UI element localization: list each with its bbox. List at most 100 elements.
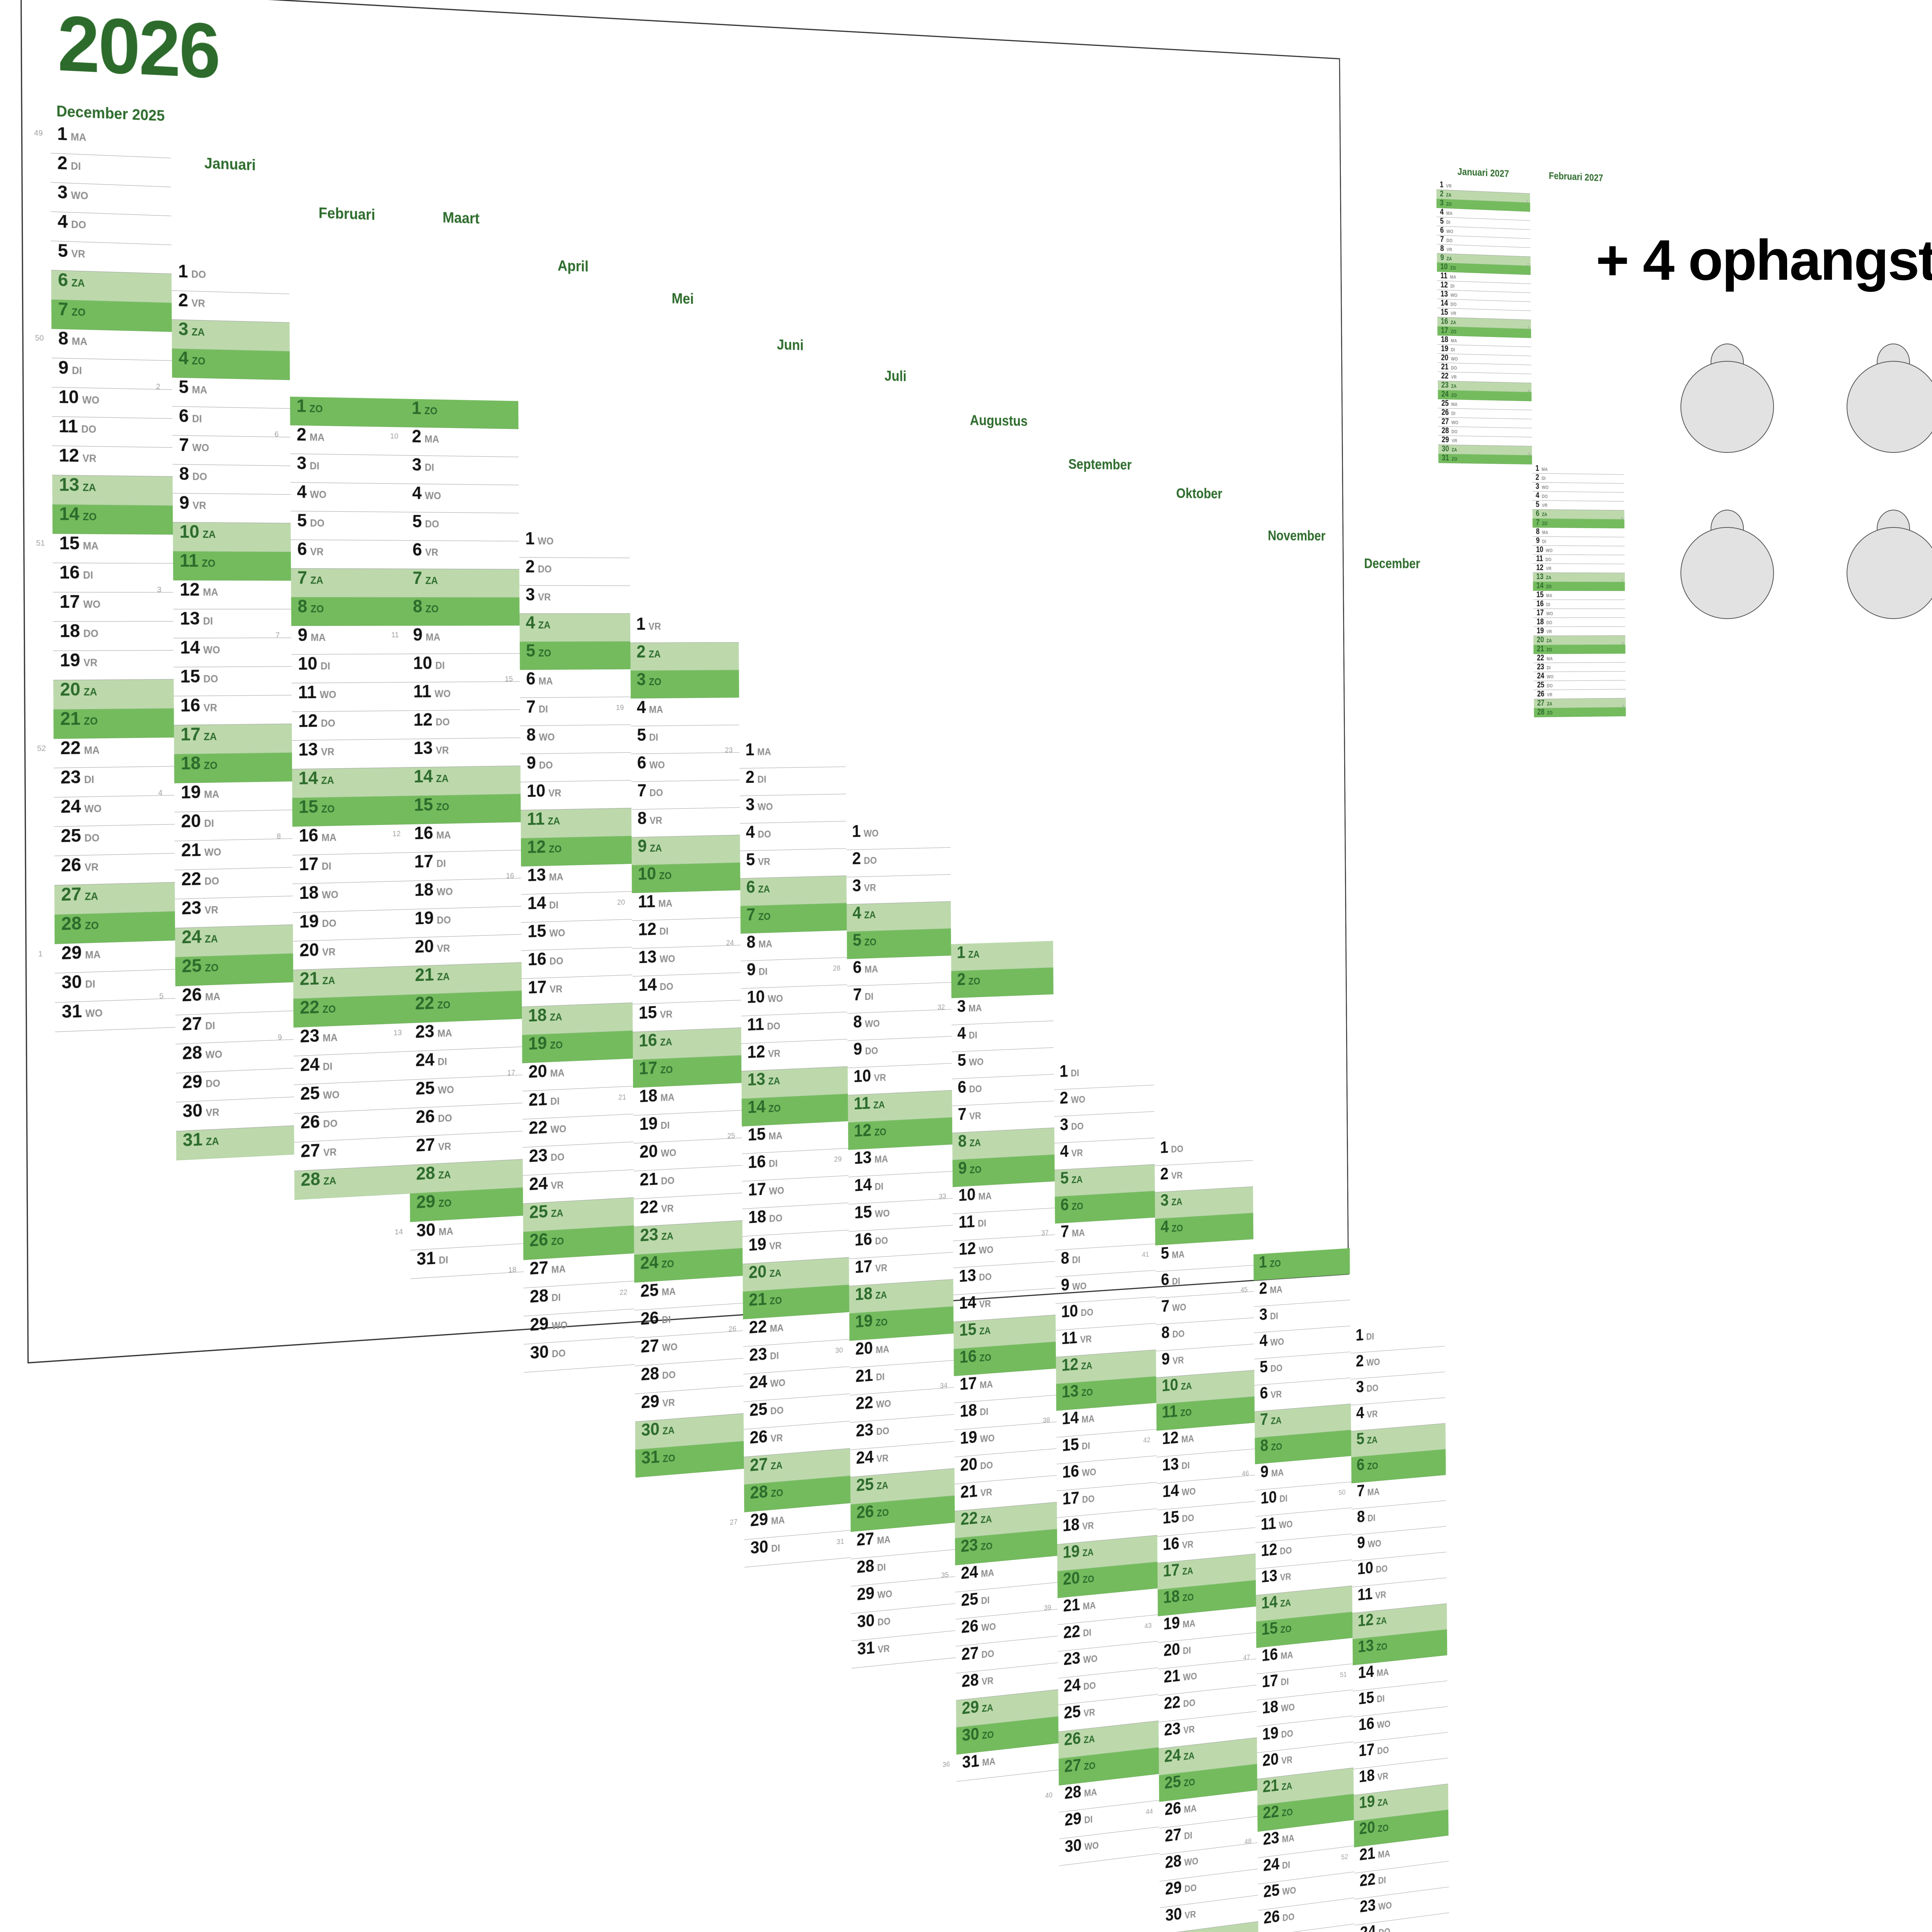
- day-row[interactable]: 3 12 MA: [157, 579, 291, 609]
- day-row[interactable]: 4 DO: [51, 211, 172, 245]
- day-row[interactable]: 14 DI: [521, 891, 632, 923]
- day-row[interactable]: 8 WO: [847, 1009, 952, 1041]
- day-row[interactable]: 9 28 ZO: [1534, 704, 1626, 718]
- day-row[interactable]: 52 22 MA: [37, 737, 174, 769]
- day-row[interactable]: 17 WO: [53, 591, 173, 622]
- day-row[interactable]: 10 DI: [291, 653, 407, 684]
- day-row[interactable]: 50 8 MA: [35, 328, 172, 361]
- day-row[interactable]: 26 VR: [1534, 689, 1626, 699]
- day-row[interactable]: 2 DO: [846, 847, 951, 878]
- day-row[interactable]: 28 ZO: [54, 911, 175, 944]
- day-row[interactable]: 11 ZA: [848, 1090, 952, 1123]
- day-row[interactable]: 15 WO: [521, 919, 633, 951]
- day-row[interactable]: 5 DO: [406, 511, 519, 541]
- day-row[interactable]: 1 WO: [519, 529, 630, 558]
- day-row[interactable]: 25 WO: [294, 1080, 410, 1114]
- day-row[interactable]: 25 ZO: [175, 953, 293, 986]
- day-row[interactable]: 30 DO: [524, 1337, 635, 1373]
- day-row[interactable]: 1 DO: [171, 261, 290, 294]
- day-row[interactable]: 10 WO: [741, 985, 847, 1017]
- day-row[interactable]: 19 DO: [293, 909, 409, 942]
- day-row[interactable]: 9 DI: [51, 357, 172, 390]
- day-row[interactable]: 9 VR: [172, 492, 291, 524]
- day-row[interactable]: 21 ZO: [53, 708, 174, 739]
- day-row[interactable]: 15 ZO: [407, 794, 521, 825]
- day-row[interactable]: 3 DI: [290, 453, 406, 484]
- day-row[interactable]: 17 ZO: [633, 1055, 742, 1088]
- day-row[interactable]: 27 ZA: [1534, 698, 1626, 708]
- day-row[interactable]: 27 DI: [175, 1011, 294, 1044]
- day-row[interactable]: 4 DO: [740, 821, 847, 851]
- day-row[interactable]: 1 ZA: [951, 940, 1053, 971]
- day-row[interactable]: 23 VR: [175, 896, 293, 929]
- day-row[interactable]: 7 9 MA: [276, 625, 407, 655]
- day-row[interactable]: 8 ZO: [406, 596, 520, 626]
- day-row[interactable]: 7 WO: [172, 434, 291, 466]
- day-row[interactable]: 6 DO: [952, 1074, 1054, 1106]
- day-row[interactable]: 11 WO: [291, 682, 407, 712]
- day-row[interactable]: 3 WO: [51, 182, 172, 216]
- day-row[interactable]: 24 DI: [409, 1047, 522, 1080]
- day-row[interactable]: 49 1 MA: [34, 123, 171, 158]
- day-row[interactable]: 19 VR: [53, 650, 174, 680]
- day-row[interactable]: 10 ZA: [173, 521, 291, 552]
- day-row[interactable]: 5 ZO: [847, 929, 951, 959]
- day-row[interactable]: 1 DI: [1054, 1058, 1154, 1090]
- day-row[interactable]: 10 VR: [520, 780, 631, 811]
- day-row[interactable]: 10 ZO: [631, 862, 740, 893]
- day-row[interactable]: 2 DI: [739, 767, 846, 796]
- day-row[interactable]: 6 ZA: [740, 876, 847, 906]
- day-row[interactable]: 18 ZA: [522, 1003, 633, 1035]
- day-row[interactable]: 6 VR: [291, 539, 406, 569]
- day-row[interactable]: 7 DI: [847, 982, 952, 1014]
- day-row[interactable]: 5 DO: [291, 510, 406, 541]
- day-row[interactable]: 6 ZA: [51, 269, 172, 303]
- day-row[interactable]: 30 VR: [176, 1097, 294, 1131]
- day-row[interactable]: 1 ZO: [405, 398, 519, 429]
- day-row[interactable]: 19 4 MA: [616, 697, 740, 726]
- day-row[interactable]: 19 ZO: [522, 1031, 633, 1063]
- day-row[interactable]: 27 ZA: [54, 882, 175, 915]
- day-row[interactable]: 1 VR: [630, 614, 739, 643]
- day-row[interactable]: 15 ZO: [292, 796, 408, 827]
- day-row[interactable]: 4 ZO: [172, 348, 290, 380]
- day-row[interactable]: 18 DO: [53, 621, 174, 651]
- day-row[interactable]: 6 2 MA: [274, 424, 406, 456]
- day-row[interactable]: 20 VR: [408, 934, 522, 966]
- day-row[interactable]: 5 VR: [740, 849, 847, 879]
- day-row[interactable]: 8 ZO: [291, 596, 407, 626]
- day-row[interactable]: 13 ZA: [741, 1066, 848, 1099]
- day-row[interactable]: 24 ZA: [175, 925, 293, 957]
- day-row[interactable]: 17 VR: [522, 975, 633, 1007]
- day-row[interactable]: 15 6 MA: [505, 669, 631, 698]
- day-row[interactable]: 16 VR: [173, 695, 292, 725]
- day-row[interactable]: 51 15 MA: [36, 533, 173, 564]
- day-row[interactable]: 7 ZO: [51, 299, 172, 332]
- day-row[interactable]: 11 ZO: [173, 550, 291, 581]
- day-row[interactable]: 30 DI: [54, 969, 175, 1003]
- day-row[interactable]: 3 VR: [846, 874, 951, 905]
- day-row[interactable]: 13 VR: [407, 738, 520, 768]
- day-row[interactable]: 31 WO: [55, 998, 176, 1032]
- day-row[interactable]: 4 19 MA: [158, 781, 293, 813]
- day-row[interactable]: 3 ZA: [172, 319, 290, 352]
- day-row[interactable]: 25 DO: [1534, 680, 1626, 690]
- day-row[interactable]: 23 DI: [54, 766, 175, 798]
- day-row[interactable]: 14 ZO: [52, 503, 173, 535]
- day-row[interactable]: 23 1 MA: [725, 740, 846, 769]
- day-row[interactable]: 9 23 MA: [278, 1023, 409, 1056]
- day-row[interactable]: 21 WO: [174, 838, 293, 871]
- day-row[interactable]: 4 ZA: [847, 901, 951, 932]
- day-row[interactable]: 12 16 MA: [392, 822, 521, 853]
- day-row[interactable]: 6 DI: [172, 406, 291, 437]
- day-row[interactable]: 14 DO: [632, 973, 741, 1005]
- day-row[interactable]: 14 ZO: [742, 1094, 848, 1127]
- day-row[interactable]: 5 ZO: [520, 641, 631, 670]
- day-row[interactable]: 7 ZA: [406, 568, 520, 598]
- day-row[interactable]: 22 ZO: [293, 995, 409, 1028]
- day-row[interactable]: 2 DO: [519, 556, 630, 586]
- day-row[interactable]: 11 WO: [407, 681, 520, 711]
- day-row[interactable]: 17 DI: [408, 850, 521, 881]
- day-row[interactable]: 7 DO: [631, 780, 740, 810]
